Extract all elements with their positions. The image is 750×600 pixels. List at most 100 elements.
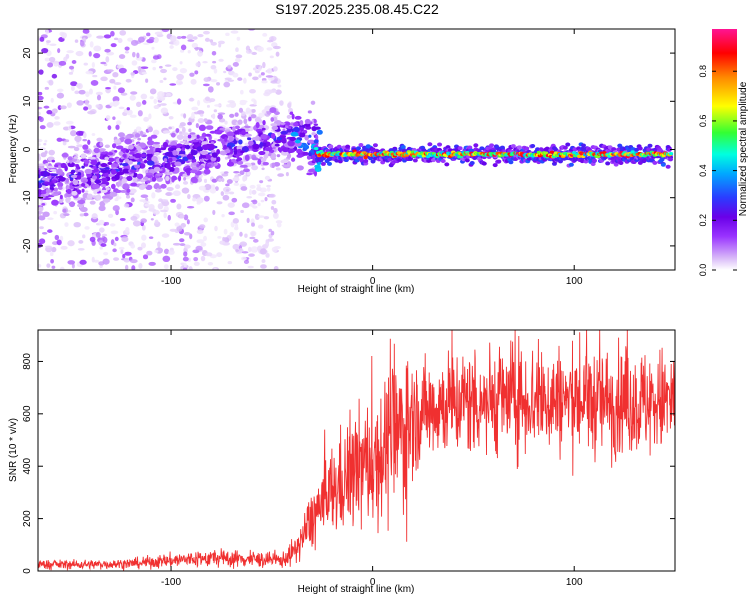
heatmap-noise-blob	[183, 244, 191, 249]
heatmap-ridge-blob	[196, 134, 200, 139]
heatmap-noise-blob	[51, 108, 58, 114]
heatmap-ridge-blob	[250, 114, 257, 119]
heatmap-noise-blob	[252, 67, 257, 71]
heatmap-noise-blob	[79, 40, 85, 47]
heatmap-ridge-blob	[247, 140, 254, 146]
heatmap-noise-blob	[197, 99, 201, 107]
heatmap-noise-blob	[53, 210, 58, 215]
heatmap-noise-blob	[121, 236, 129, 243]
heatmap-ridge-blob	[101, 195, 109, 200]
heatmap-noise-blob	[169, 45, 174, 49]
heatmap-ridge-blob	[279, 122, 286, 125]
heatmap-noise-blob	[39, 125, 46, 130]
snr-xlabel: Height of straight line (km)	[298, 584, 415, 595]
heatmap-noise-blob	[222, 236, 226, 242]
colorbar-tick-label: 0.0	[698, 264, 708, 277]
heatmap-ridge-blob	[269, 107, 277, 114]
heatmap-noise-blob	[118, 106, 125, 110]
heatmap-ridge-blob	[107, 151, 114, 156]
heatmap-ridge-core	[549, 150, 555, 154]
heatmap-noise-blob	[91, 132, 96, 137]
heatmap-noise-blob	[183, 251, 188, 257]
heatmap-noise-blob	[136, 52, 140, 59]
heatmap-noise-blob	[153, 37, 159, 44]
heatmap-noise-blob	[191, 106, 199, 111]
heatmap-ridge-halo	[457, 146, 463, 151]
heatmap-noise-blob	[271, 199, 277, 205]
heatmap-ridge-blob	[46, 165, 53, 169]
heatmap-ridge-blob	[201, 155, 207, 159]
heatmap-noise-blob	[160, 68, 168, 74]
heatmap-ridge-blob	[146, 140, 155, 146]
heatmap-ridge-blob	[294, 115, 302, 120]
heatmap-noise-blob	[61, 32, 67, 39]
heatmap-noise-blob	[205, 252, 213, 257]
heatmap-xtick-label: -100	[161, 276, 181, 287]
heatmap-ridge-blob	[107, 161, 113, 165]
heatmap-ridge-blob	[98, 148, 106, 152]
heatmap-ridge-blob	[81, 188, 85, 193]
heatmap-ridge-halo	[328, 144, 334, 149]
heatmap-noise-blob	[157, 241, 161, 248]
heatmap-ridge-blob	[207, 143, 216, 151]
heatmap-noise-blob	[256, 184, 261, 188]
heatmap-ridge-blob	[237, 119, 243, 125]
heatmap-ridge-halo	[440, 158, 446, 163]
heatmap-noise-blob	[76, 83, 81, 88]
heatmap-ridge-blob	[57, 181, 64, 188]
heatmap-ridge-blob	[89, 164, 94, 168]
heatmap-ridge-blob	[65, 197, 71, 204]
heatmap-noise-blob	[200, 113, 204, 117]
heatmap-ridge-blob	[171, 175, 177, 181]
heatmap-ytick-label: 20	[22, 47, 33, 59]
heatmap-ridge-blob	[233, 150, 238, 155]
heatmap-noise-blob	[44, 86, 50, 90]
heatmap-ridge-blob	[147, 126, 153, 133]
heatmap-noise-blob	[68, 65, 75, 70]
heatmap-noise-blob	[210, 79, 218, 83]
heatmap-noise-blob	[153, 105, 160, 110]
heatmap-noise-blob	[181, 126, 186, 134]
heatmap-ridge-blob	[71, 190, 78, 196]
heatmap-ridge-blob	[255, 128, 264, 133]
heatmap-noise-blob	[260, 199, 265, 203]
heatmap-ridge-blob	[308, 134, 312, 138]
heatmap-noise-blob	[210, 64, 217, 70]
heatmap-noise-blob	[196, 229, 204, 235]
heatmap-ridge-blob	[315, 168, 321, 172]
heatmap-noise-blob	[109, 223, 116, 227]
heatmap-ridge-blob	[76, 144, 83, 148]
heatmap-ridge-blob	[183, 177, 187, 181]
heatmap-ridge-blob	[175, 128, 180, 133]
heatmap-ridge-blob	[147, 136, 153, 142]
heatmap-noise-blob	[241, 256, 247, 261]
heatmap-noise-blob	[159, 80, 164, 83]
heatmap-noise-blob	[84, 99, 90, 106]
heatmap-noise-blob	[102, 258, 110, 265]
heatmap-noise-blob	[114, 198, 119, 202]
heatmap-ridge-blob	[109, 191, 118, 197]
heatmap-noise-blob	[146, 250, 153, 256]
heatmap-ridge-blob	[85, 190, 89, 193]
heatmap-noise-blob	[246, 195, 253, 199]
heatmap-noise-blob	[254, 70, 260, 74]
heatmap-noise-blob	[96, 35, 105, 39]
heatmap-ridge-halo	[400, 145, 406, 150]
heatmap-noise-blob	[105, 86, 111, 90]
heatmap-noise-blob	[203, 235, 207, 242]
heatmap-noise-blob	[250, 246, 259, 253]
heatmap-noise-blob	[266, 47, 273, 51]
heatmap-ridge-blob	[211, 178, 218, 183]
heatmap-ridge-halo	[370, 159, 376, 164]
heatmap-ridge-core	[543, 151, 549, 155]
heatmap-ridge-blob	[66, 188, 72, 195]
heatmap-noise-blob	[127, 37, 134, 42]
heatmap-noise-blob	[89, 41, 94, 48]
heatmap-ridge-blob	[204, 154, 212, 160]
heatmap-xtick-label: 100	[566, 276, 583, 287]
heatmap-noise-blob	[95, 91, 103, 96]
heatmap-noise-blob	[38, 243, 43, 248]
heatmap-noise-blob	[93, 259, 100, 263]
heatmap-noise-blob	[95, 231, 101, 238]
heatmap-ridge-blob	[150, 134, 158, 139]
